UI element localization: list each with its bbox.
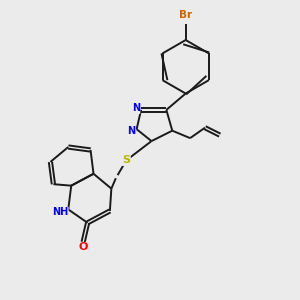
Text: NH: NH [52, 207, 68, 218]
Text: Br: Br [179, 11, 192, 20]
Text: N: N [132, 103, 140, 113]
Text: S: S [122, 155, 130, 165]
Text: O: O [78, 242, 88, 253]
Text: N: N [127, 126, 135, 136]
